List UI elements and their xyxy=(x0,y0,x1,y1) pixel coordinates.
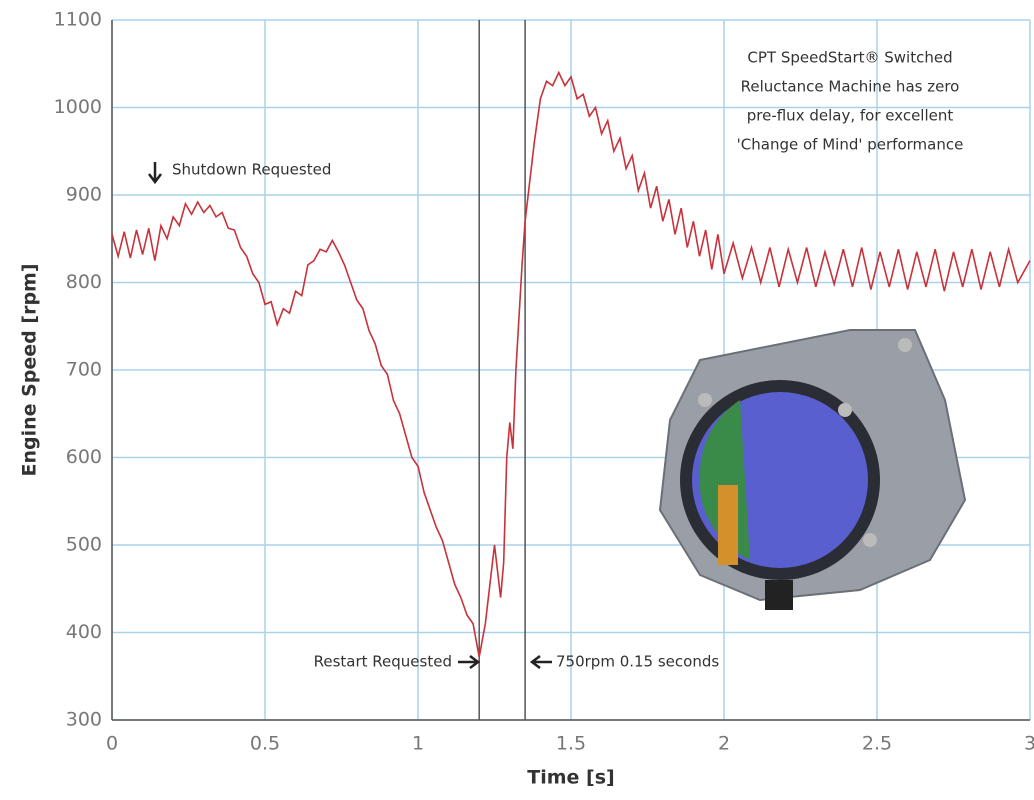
x-tick-label: 2 xyxy=(718,733,730,755)
x-tick-label: 3 xyxy=(1024,733,1034,755)
y-tick-label: 1100 xyxy=(54,9,102,31)
y-tick-label: 1000 xyxy=(54,96,102,118)
y-tick-label: 700 xyxy=(66,359,102,381)
y-tick-label: 300 xyxy=(66,709,102,731)
annotation: Restart Requested xyxy=(314,653,452,671)
y-tick-label: 600 xyxy=(66,446,102,468)
x-tick-label: 1.5 xyxy=(556,733,586,755)
y-tick-label: 400 xyxy=(66,621,102,643)
annotation: 750rpm 0.15 seconds xyxy=(556,653,719,671)
arrow xyxy=(532,656,552,668)
x-tick-label: 0.5 xyxy=(250,733,280,755)
y-tick-label: 800 xyxy=(66,271,102,293)
y-axis-title: Engine Speed [rpm] xyxy=(19,263,41,476)
note-line: 'Change of Mind' performance xyxy=(737,136,964,154)
x-axis-title: Time [s] xyxy=(527,767,614,789)
note-line: Reluctance Machine has zero xyxy=(741,78,960,96)
arrow xyxy=(458,656,478,668)
y-tick-label: 500 xyxy=(66,534,102,556)
chart: 300 400 500 600 700 800 900 1000 1100 0 0.5 1 1.5 2 2.… xyxy=(0,0,1034,796)
x-tick-label: 1 xyxy=(412,733,424,755)
note-line: CPT SpeedStart® Switched xyxy=(747,49,952,67)
arrow xyxy=(149,162,161,182)
y-tick-label: 900 xyxy=(66,184,102,206)
x-tick-label: 2.5 xyxy=(862,733,892,755)
x-tick-label: 0 xyxy=(106,733,118,755)
annotation: Shutdown Requested xyxy=(172,161,331,179)
motor-illustration xyxy=(660,330,965,610)
note-line: pre-flux delay, for excellent xyxy=(747,107,954,125)
